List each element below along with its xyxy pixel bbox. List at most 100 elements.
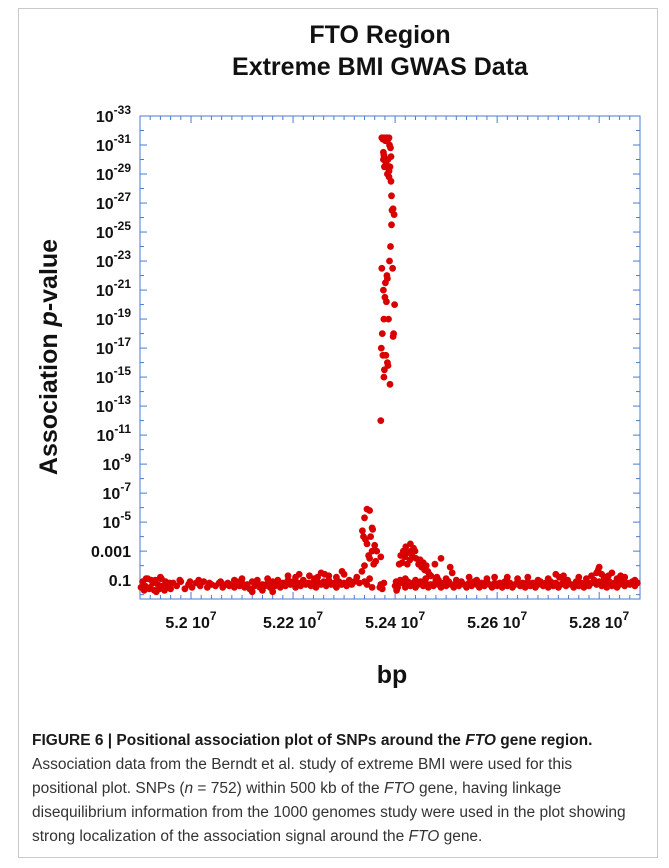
y-tick-label: 10-9 (103, 451, 132, 474)
y-tick-label: 10-5 (103, 509, 132, 532)
data-point (359, 527, 366, 535)
data-point (608, 569, 616, 577)
data-point (361, 514, 368, 522)
data-point (380, 148, 387, 156)
data-point (389, 264, 396, 272)
data-point (152, 588, 160, 596)
data-point (378, 330, 386, 337)
data-point (391, 301, 398, 308)
data-point (544, 575, 552, 583)
data-point (552, 570, 560, 578)
data-point (422, 562, 430, 569)
data-point (503, 573, 511, 581)
data-point (253, 576, 261, 584)
data-point (560, 572, 567, 580)
data-point (358, 568, 366, 575)
data-points (137, 134, 641, 596)
data-point (367, 533, 374, 540)
data-point (385, 315, 392, 323)
caption-body-2: = 752) within 500 kb of the (193, 780, 384, 797)
y-tick-label: 10-11 (97, 422, 132, 445)
data-point (422, 575, 430, 583)
data-point (595, 563, 603, 571)
data-point (200, 578, 208, 585)
data-point (427, 572, 435, 580)
data-point (382, 351, 390, 359)
data-point (384, 362, 392, 369)
data-point (491, 573, 498, 581)
x-axis: 5.2 107 5.22 107 5.24 107 5.26 107 5.28 107 (139, 116, 641, 632)
data-point (393, 586, 400, 594)
data-point (580, 584, 588, 591)
data-point (570, 584, 578, 591)
data-point (617, 572, 624, 580)
data-point (483, 575, 491, 583)
data-point (363, 581, 371, 588)
data-point (384, 170, 391, 178)
data-point (340, 570, 348, 578)
data-point (264, 575, 271, 583)
y-tick-label: 10-21 (96, 277, 131, 300)
data-point (176, 576, 184, 584)
y-tick-label: 10-15 (96, 364, 131, 387)
data-point (360, 533, 367, 540)
data-point (158, 575, 165, 583)
data-point (282, 582, 289, 590)
data-point (368, 524, 376, 532)
data-point (377, 344, 385, 352)
data-point (388, 221, 395, 229)
data-point (259, 586, 266, 594)
y-axis-label: Association p-value (35, 239, 63, 475)
data-point (231, 576, 238, 584)
data-point (389, 205, 397, 213)
data-point (248, 588, 256, 596)
figure-frame (18, 8, 658, 858)
data-point (356, 579, 363, 587)
y-tick-label: 10-25 (96, 219, 131, 242)
data-point (368, 584, 376, 591)
data-point (380, 286, 387, 294)
data-point (431, 560, 439, 568)
data-point (322, 582, 330, 590)
chart-subtitle: Extreme BMI GWAS Data (232, 53, 529, 81)
y-tick-label: 10-7 (103, 480, 132, 503)
y-tick-label: 10-29 (96, 161, 131, 184)
data-point (380, 373, 388, 381)
data-point (333, 584, 340, 591)
data-point (373, 547, 381, 555)
y-tick-label: 10-23 (96, 248, 131, 271)
data-point (398, 559, 406, 567)
data-point (401, 575, 409, 583)
x-tick-label: 5.28 107 (569, 609, 629, 632)
data-point (588, 572, 595, 580)
data-point (401, 584, 409, 591)
y-tick-label: 0.1 (109, 573, 131, 590)
data-point (378, 264, 386, 272)
data-point (437, 555, 445, 562)
data-point (206, 579, 213, 587)
data-point (386, 380, 394, 388)
data-point (442, 575, 450, 583)
y-tick-label: 10-27 (96, 190, 131, 213)
data-point (389, 333, 397, 340)
y-tick-label: 10-13 (96, 393, 131, 416)
data-point (317, 569, 325, 577)
data-point (361, 562, 368, 569)
data-point (167, 585, 175, 593)
data-point (343, 582, 350, 590)
data-point (386, 257, 393, 265)
x-tick-label: 5.22 107 (263, 609, 323, 632)
y-axis: 0.1 0.001 10-5 10-7 10-9 10-11 10-13 10-15 10-17… (91, 103, 640, 596)
data-point (380, 579, 388, 587)
data-point (514, 575, 521, 583)
data-point (333, 573, 340, 581)
caption-body-4: gene. (439, 828, 483, 845)
data-point (432, 576, 440, 584)
y-axis-label-suffix: -value (35, 239, 63, 311)
y-tick-label: 10-19 (96, 306, 131, 329)
data-point (371, 541, 379, 549)
x-axis-label: bp (377, 661, 408, 689)
data-point (378, 585, 386, 593)
caption-gene-3: FTO (408, 828, 440, 845)
data-point (269, 588, 277, 596)
